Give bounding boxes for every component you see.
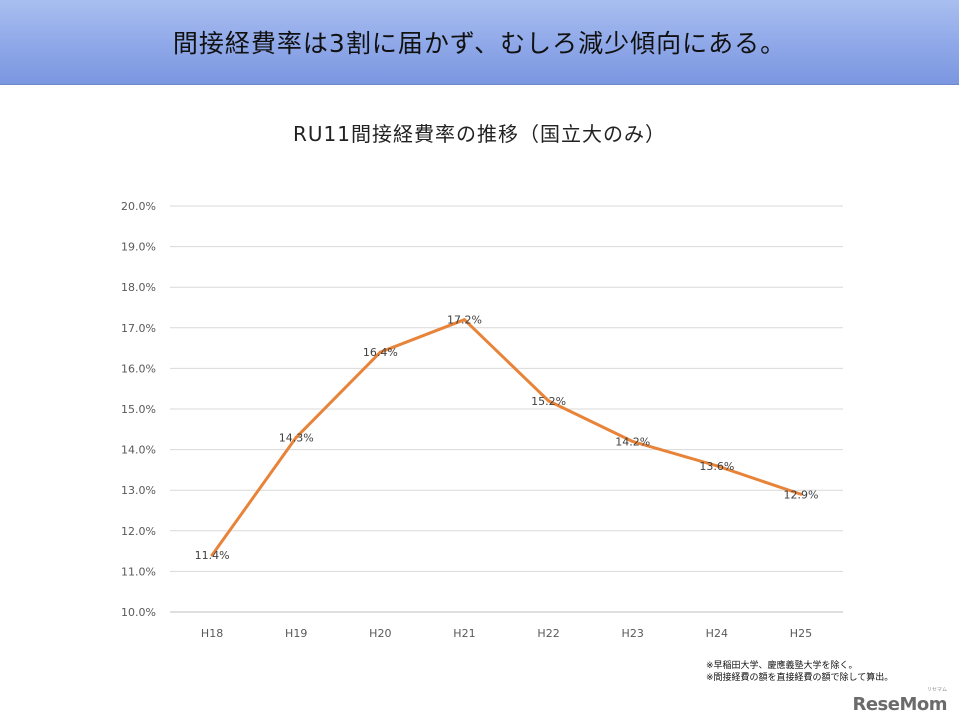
watermark-logo: ReseMom	[852, 694, 947, 715]
data-label: 16.4%	[363, 346, 398, 359]
data-point	[294, 435, 298, 439]
data-label: 14.3%	[279, 431, 314, 444]
y-tick-label: 19.0%	[121, 241, 156, 254]
data-label: 13.6%	[699, 460, 734, 473]
banner-title: 間接経費率は3割に届かず、むしろ減少傾向にある。	[172, 29, 787, 58]
y-tick-label: 17.0%	[121, 322, 156, 335]
x-tick-label: H21	[453, 627, 475, 640]
data-point	[715, 464, 719, 468]
y-tick-label: 13.0%	[121, 484, 156, 497]
y-tick-label: 12.0%	[121, 525, 156, 538]
data-point	[799, 492, 803, 496]
data-point	[378, 350, 382, 354]
x-tick-label: H25	[790, 627, 812, 640]
footnote-1: ※早稲田大学、慶應義塾大学を除く。	[706, 661, 858, 671]
data-point	[547, 399, 551, 403]
data-label: 14.2%	[615, 435, 650, 448]
x-tick-label: H19	[285, 627, 307, 640]
watermark-sub: リセマム	[926, 687, 947, 693]
chart-title: RU11間接経費率の推移（国立大のみ）	[293, 122, 666, 146]
x-tick-label: H24	[706, 627, 728, 640]
footnotes: ※早稲田大学、慶應義塾大学を除く。 ※間接経費の額を直接経費の額で除して算出。	[706, 660, 893, 684]
data-label: 17.2%	[447, 314, 482, 327]
y-tick-label: 20.0%	[121, 200, 156, 213]
footnote-2: ※間接経費の額を直接経費の額で除して算出。	[706, 673, 894, 683]
data-point	[462, 318, 466, 322]
data-label: 15.2%	[531, 395, 566, 408]
data-label: 11.4%	[195, 549, 230, 562]
data-point	[631, 439, 635, 443]
y-tick-label: 16.0%	[121, 362, 156, 375]
y-tick-label: 11.0%	[121, 565, 156, 578]
data-label: 12.9%	[783, 488, 818, 501]
x-tick-label: H20	[369, 627, 391, 640]
x-tick-label: H22	[537, 627, 559, 640]
y-tick-label: 18.0%	[121, 281, 156, 294]
y-tick-label: 14.0%	[121, 444, 156, 457]
x-tick-label: H18	[201, 627, 223, 640]
x-tick-label: H23	[622, 627, 644, 640]
y-tick-label: 10.0%	[121, 606, 156, 619]
header-banner: 間接経費率は3割に届かず、むしろ減少傾向にある。	[0, 0, 959, 85]
series-line	[210, 318, 802, 557]
y-tick-label: 15.0%	[121, 403, 156, 416]
data-point	[210, 553, 214, 557]
